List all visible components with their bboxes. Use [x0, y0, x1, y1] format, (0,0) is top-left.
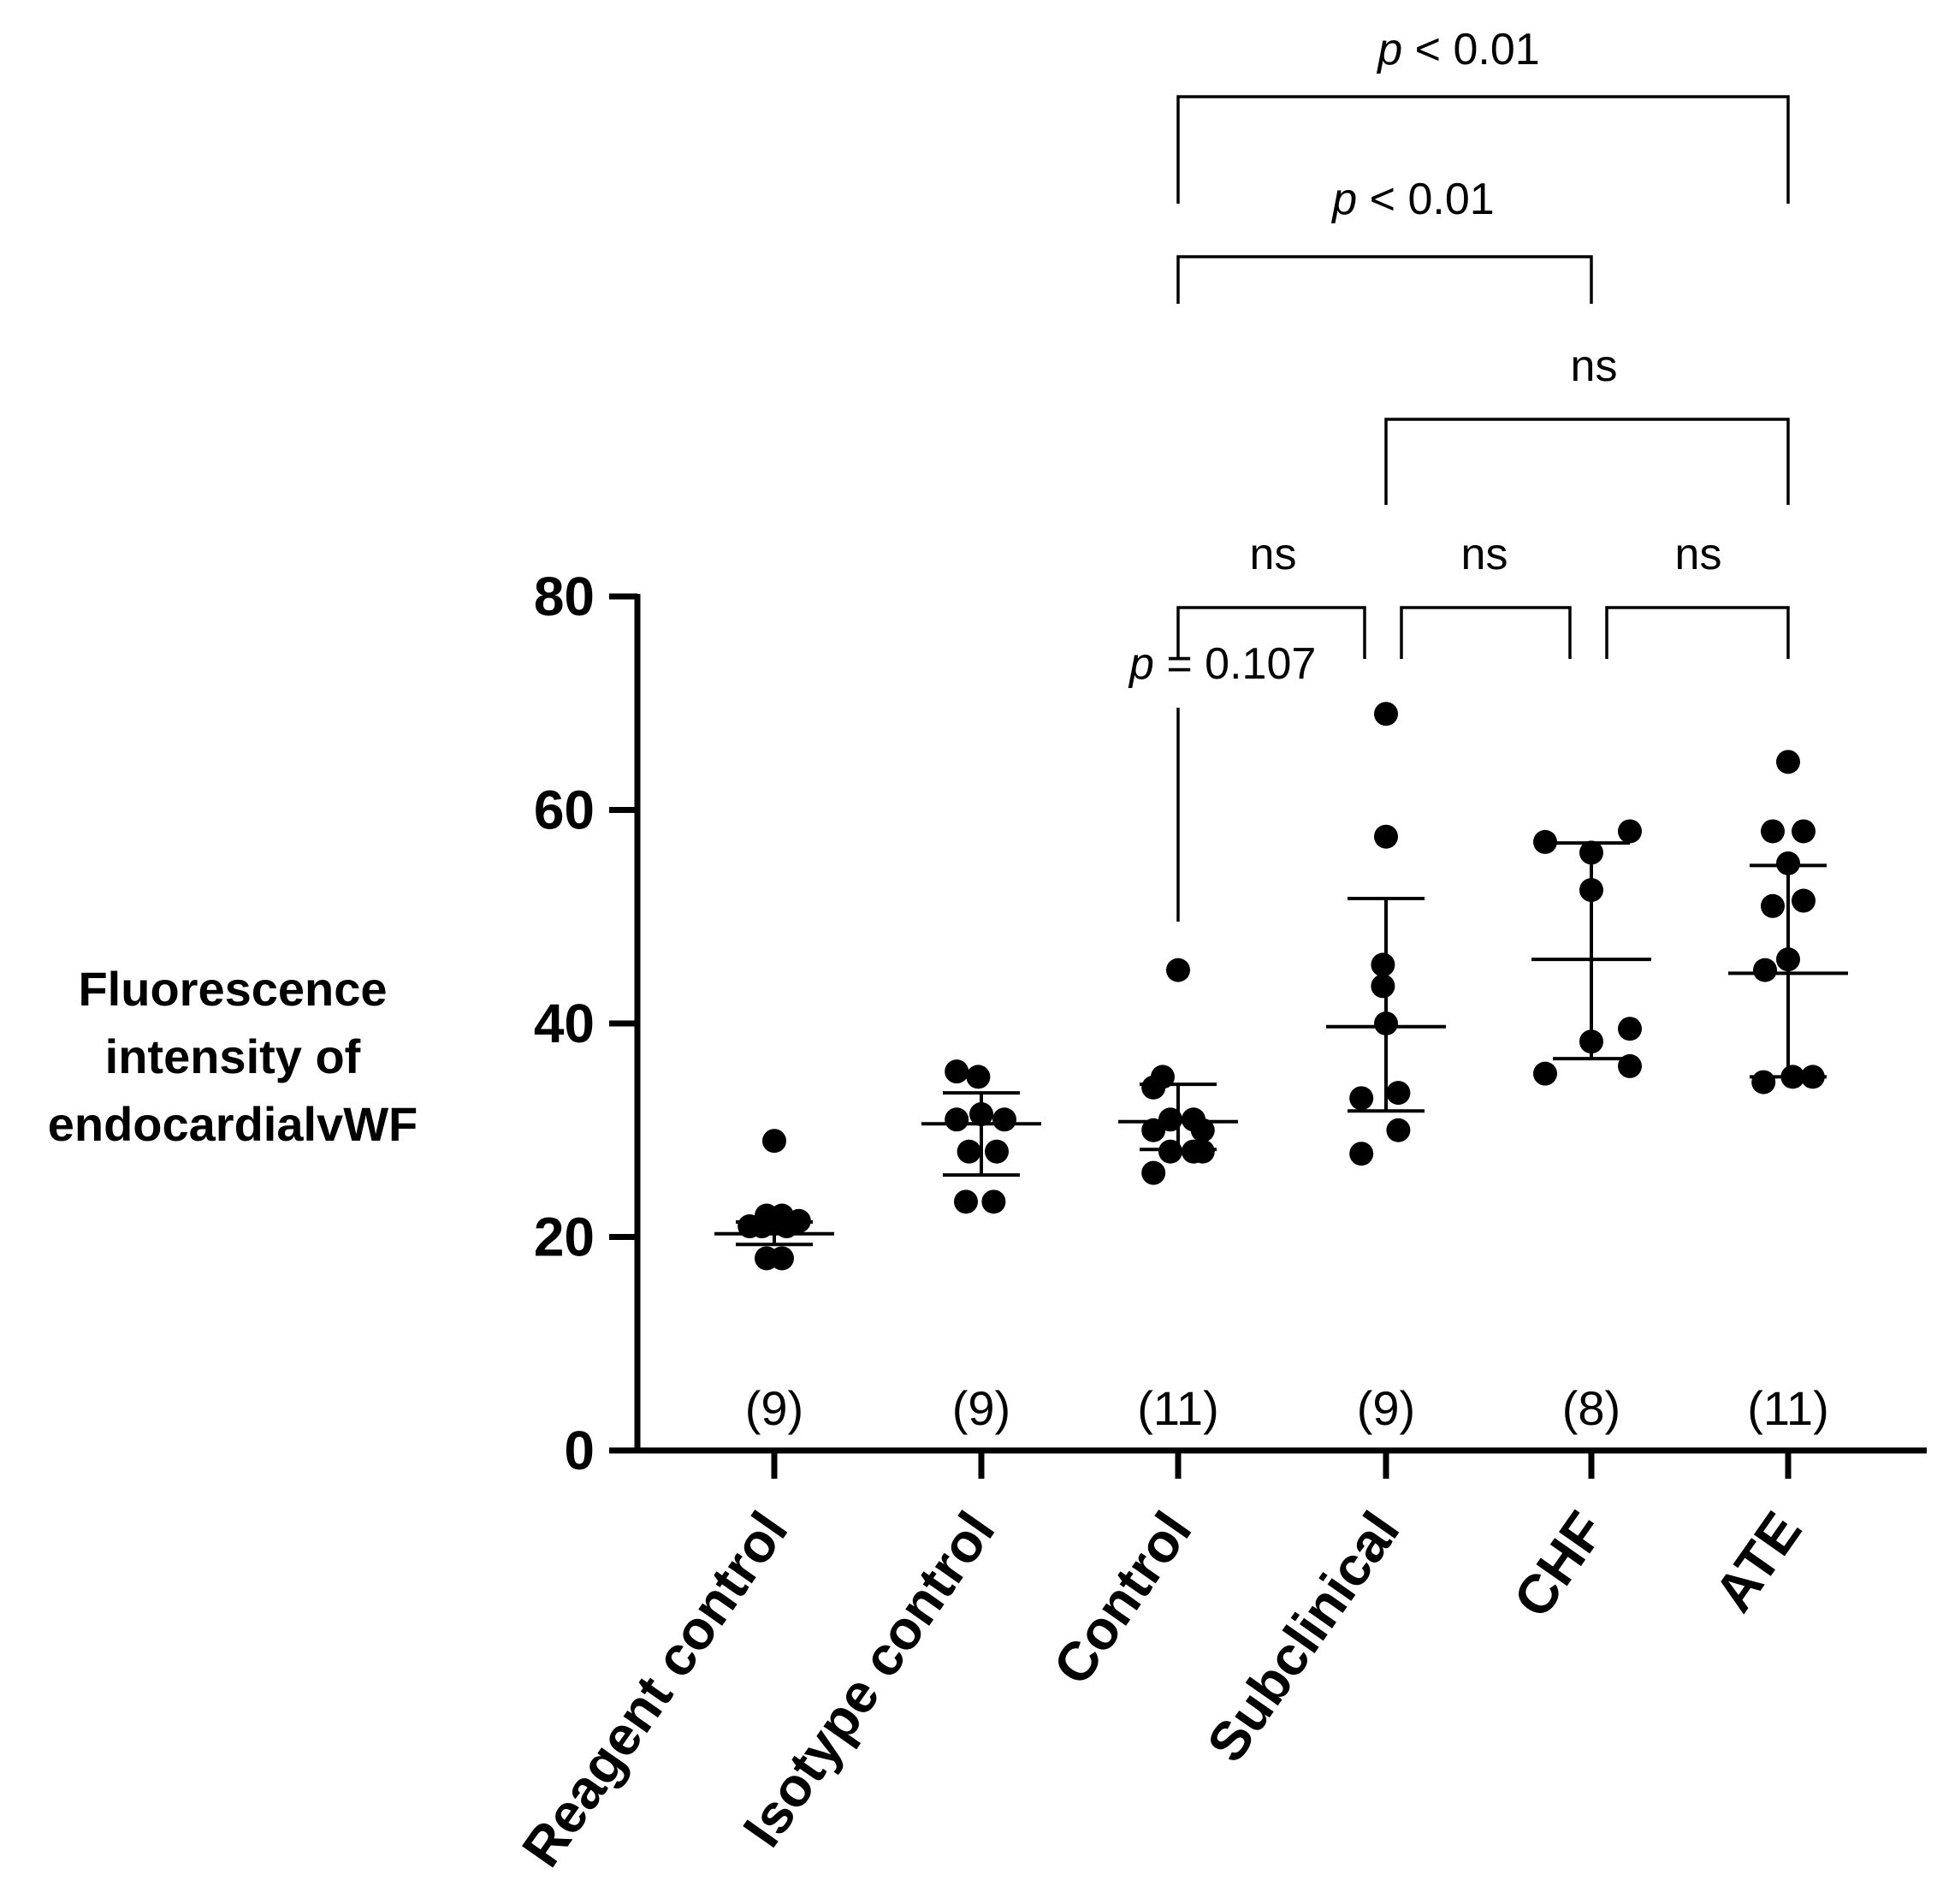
- p-symbol: p: [1330, 175, 1357, 224]
- x-tick-label: CHF: [1502, 1501, 1616, 1628]
- y-ticks: 0 20 40 60 80: [534, 566, 637, 1481]
- data-point: [1776, 750, 1800, 774]
- group-size-label: (9): [745, 1381, 803, 1435]
- y-axis-label-line: Fluorescence: [78, 962, 387, 1016]
- mean-sd-bars: [714, 841, 1848, 1247]
- data-point: [992, 1107, 1016, 1132]
- comparison-value: < 0.01: [1402, 25, 1539, 74]
- y-tick-label: 0: [564, 1420, 595, 1481]
- comparison-label: ns: [1675, 530, 1722, 579]
- data-point: [1761, 893, 1785, 918]
- data-point: [1618, 1053, 1642, 1078]
- data-point: [786, 1208, 811, 1233]
- group-size-label: (9): [952, 1381, 1010, 1435]
- data-point: [1190, 1118, 1215, 1142]
- comparison-bracket: [1176, 255, 1593, 304]
- data-point: [1141, 1160, 1166, 1185]
- data-point: [1761, 819, 1785, 844]
- data-point: [1349, 1086, 1374, 1111]
- x-tick-label: Control: [1041, 1501, 1203, 1696]
- comparison-bracket: [1176, 606, 1366, 659]
- y-axis-label-line: endocardialvWF: [48, 1097, 418, 1151]
- data-point: [1751, 1070, 1776, 1094]
- comparison-value: < 0.01: [1357, 175, 1494, 224]
- data-point: [1158, 1139, 1182, 1164]
- data-point: [1374, 1011, 1398, 1035]
- data-point: [1780, 1065, 1805, 1089]
- data-point: [1151, 1065, 1175, 1089]
- comparison-label: ns: [1461, 530, 1508, 579]
- data-point: [1776, 851, 1800, 875]
- axes: [634, 594, 1927, 1454]
- data-point: [966, 1065, 991, 1089]
- comparison-label: ns: [1571, 341, 1618, 391]
- comparison-label: p < 0.01: [1376, 25, 1539, 74]
- data-point: [945, 1059, 969, 1084]
- data-point: [1579, 1029, 1603, 1054]
- group-size-label: (11): [1747, 1381, 1828, 1435]
- group-size-labels: (9) (9) (11) (9) (8) (11): [745, 1381, 1829, 1435]
- comparison-value: ns: [1461, 530, 1508, 579]
- data-point: [1776, 947, 1800, 972]
- data-point: [1386, 1118, 1411, 1142]
- comparison-bracket: [1384, 418, 1790, 505]
- data-point: [1190, 1139, 1215, 1164]
- data-point: [981, 1189, 1006, 1214]
- data-point: [1371, 974, 1395, 999]
- data-point: [1579, 878, 1603, 903]
- x-tick-label: Subclinical: [1195, 1501, 1412, 1773]
- data-point: [969, 1102, 993, 1127]
- data-point: [1792, 819, 1816, 844]
- comparison-bracket: [1400, 606, 1572, 659]
- data-point: [1618, 1017, 1642, 1041]
- p-symbol: p: [1376, 25, 1402, 74]
- data-point: [749, 1214, 774, 1239]
- data-point: [957, 1139, 981, 1164]
- comparison-bracket: [1176, 95, 1790, 204]
- data-point: [1166, 958, 1190, 982]
- y-tick-label: 40: [534, 993, 595, 1054]
- comparison-bracket: [1605, 606, 1790, 659]
- comparison-label: p < 0.01: [1330, 175, 1494, 224]
- comparison-label: p = 0.107: [1128, 639, 1316, 689]
- data-point: [1753, 958, 1777, 982]
- data-point: [954, 1189, 978, 1214]
- data-point: [762, 1129, 786, 1154]
- data-point: [1386, 1081, 1411, 1106]
- data-point: [1579, 840, 1603, 865]
- comparison-label: ns: [1250, 530, 1297, 579]
- data-points: [737, 702, 1825, 1271]
- comparison-value: ns: [1675, 530, 1722, 579]
- data-point: [1533, 1061, 1557, 1086]
- data-point: [1800, 1065, 1825, 1089]
- comparison-value: ns: [1571, 341, 1618, 391]
- y-tick-label: 80: [534, 566, 595, 627]
- data-point: [1374, 702, 1398, 727]
- p-symbol: p: [1128, 639, 1154, 689]
- comparison-value: = 0.107: [1154, 639, 1316, 689]
- x-tick-label: ATE: [1703, 1501, 1814, 1622]
- data-point: [1618, 819, 1642, 844]
- group-size-label: (8): [1562, 1381, 1620, 1435]
- data-point: [1792, 888, 1816, 913]
- data-point: [1374, 824, 1398, 849]
- y-tick-label: 20: [534, 1207, 595, 1268]
- data-point: [1349, 1142, 1374, 1166]
- group-size-label: (11): [1137, 1381, 1218, 1435]
- data-point: [1141, 1118, 1166, 1142]
- data-point: [945, 1107, 969, 1132]
- group-size-label: (9): [1357, 1381, 1415, 1435]
- data-point: [985, 1139, 1009, 1164]
- y-tick-label: 60: [534, 780, 595, 841]
- data-point: [770, 1246, 794, 1271]
- y-axis-label-line: intensity of: [105, 1029, 361, 1083]
- data-point: [1533, 829, 1557, 854]
- comparison-value: ns: [1250, 530, 1297, 579]
- data-point: [1371, 952, 1395, 977]
- y-axis-label: Fluorescence intensity of endocardialvWF: [48, 962, 418, 1151]
